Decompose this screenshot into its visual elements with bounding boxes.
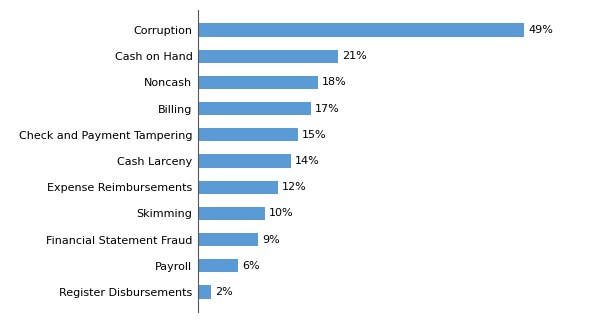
Bar bbox=[198, 128, 298, 141]
Text: 17%: 17% bbox=[315, 104, 340, 114]
Bar bbox=[198, 233, 258, 246]
Bar bbox=[198, 259, 238, 272]
Bar bbox=[198, 76, 318, 89]
Text: 12%: 12% bbox=[282, 182, 307, 192]
Bar bbox=[198, 24, 524, 36]
Text: 21%: 21% bbox=[342, 51, 367, 61]
Text: 14%: 14% bbox=[295, 156, 320, 166]
Text: 2%: 2% bbox=[215, 287, 233, 297]
Bar bbox=[198, 181, 278, 194]
Text: 18%: 18% bbox=[322, 77, 347, 87]
Bar bbox=[198, 286, 211, 298]
Bar bbox=[198, 207, 265, 220]
Text: 15%: 15% bbox=[302, 130, 326, 140]
Text: 49%: 49% bbox=[528, 25, 553, 35]
Text: 6%: 6% bbox=[242, 261, 260, 271]
Bar bbox=[198, 50, 338, 63]
Text: 9%: 9% bbox=[262, 235, 280, 245]
Bar bbox=[198, 155, 291, 167]
Bar bbox=[198, 102, 311, 115]
Text: 10%: 10% bbox=[269, 208, 293, 218]
